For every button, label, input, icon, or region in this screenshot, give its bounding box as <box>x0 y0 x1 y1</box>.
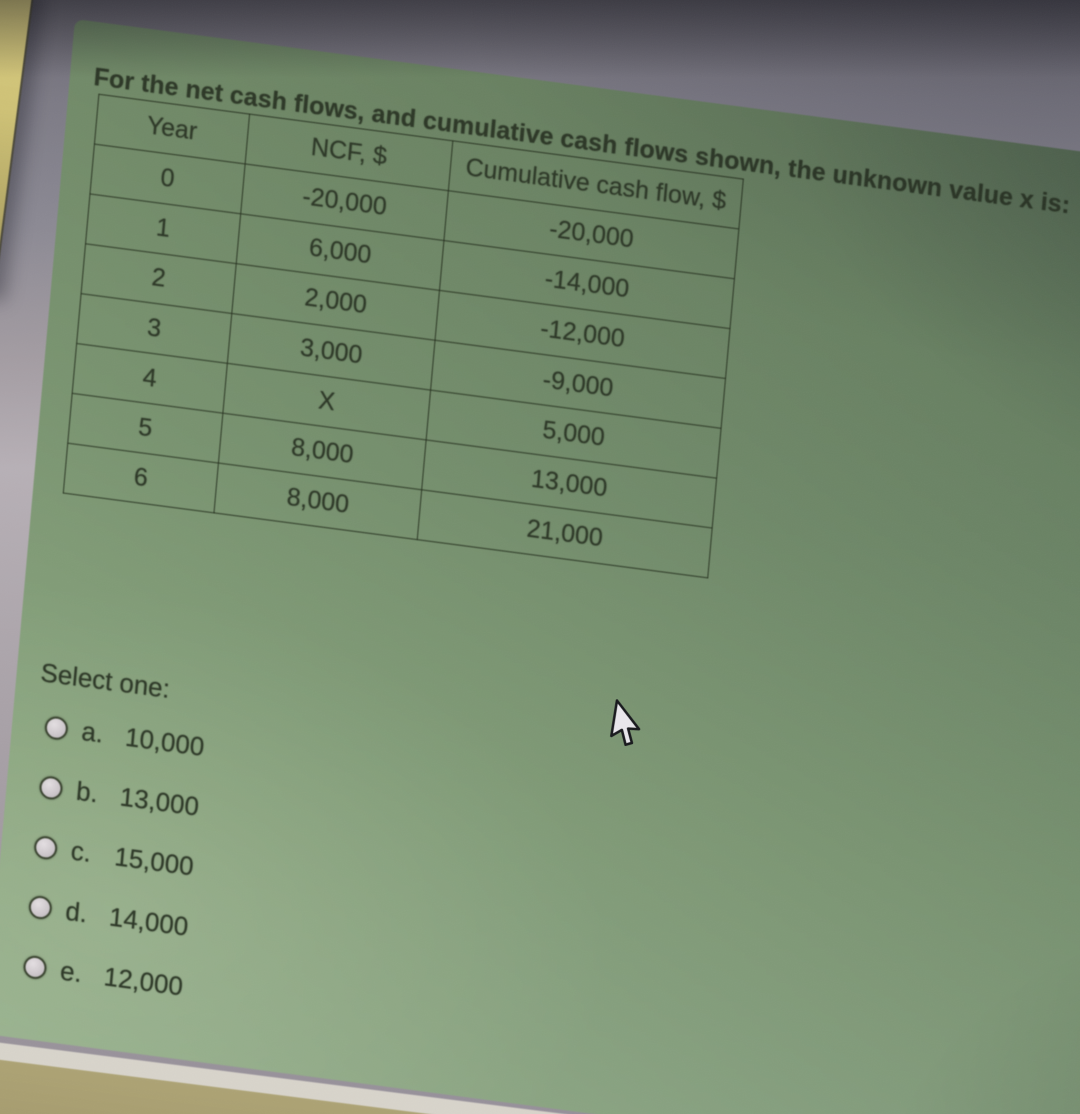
option-value: 13,000 <box>118 781 201 822</box>
options-list: a. 10,000 b. 13,000 c. 15,000 d. 14,000 … <box>0 692 431 1046</box>
option-a-radio[interactable] <box>43 714 69 741</box>
sticky-card <box>0 0 36 297</box>
option-e-radio[interactable] <box>22 953 48 980</box>
option-letter: c. <box>69 835 93 868</box>
option-letter: b. <box>75 775 100 809</box>
option-letter: e. <box>59 954 84 988</box>
option-letter: d. <box>64 894 89 928</box>
quiz-page: For the net cash flows, and cumulative c… <box>0 19 1080 1114</box>
option-d-radio[interactable] <box>27 894 53 921</box>
option-value: 14,000 <box>107 900 190 941</box>
option-c-radio[interactable] <box>33 834 59 861</box>
option-value: 12,000 <box>102 960 185 1001</box>
option-value: 10,000 <box>124 721 206 762</box>
cash-flow-table: Year NCF, $ Cumulative cash flow, $ 0 -2… <box>63 94 744 579</box>
option-value: 15,000 <box>113 840 195 882</box>
option-letter: a. <box>80 715 105 749</box>
option-b-radio[interactable] <box>38 774 64 801</box>
